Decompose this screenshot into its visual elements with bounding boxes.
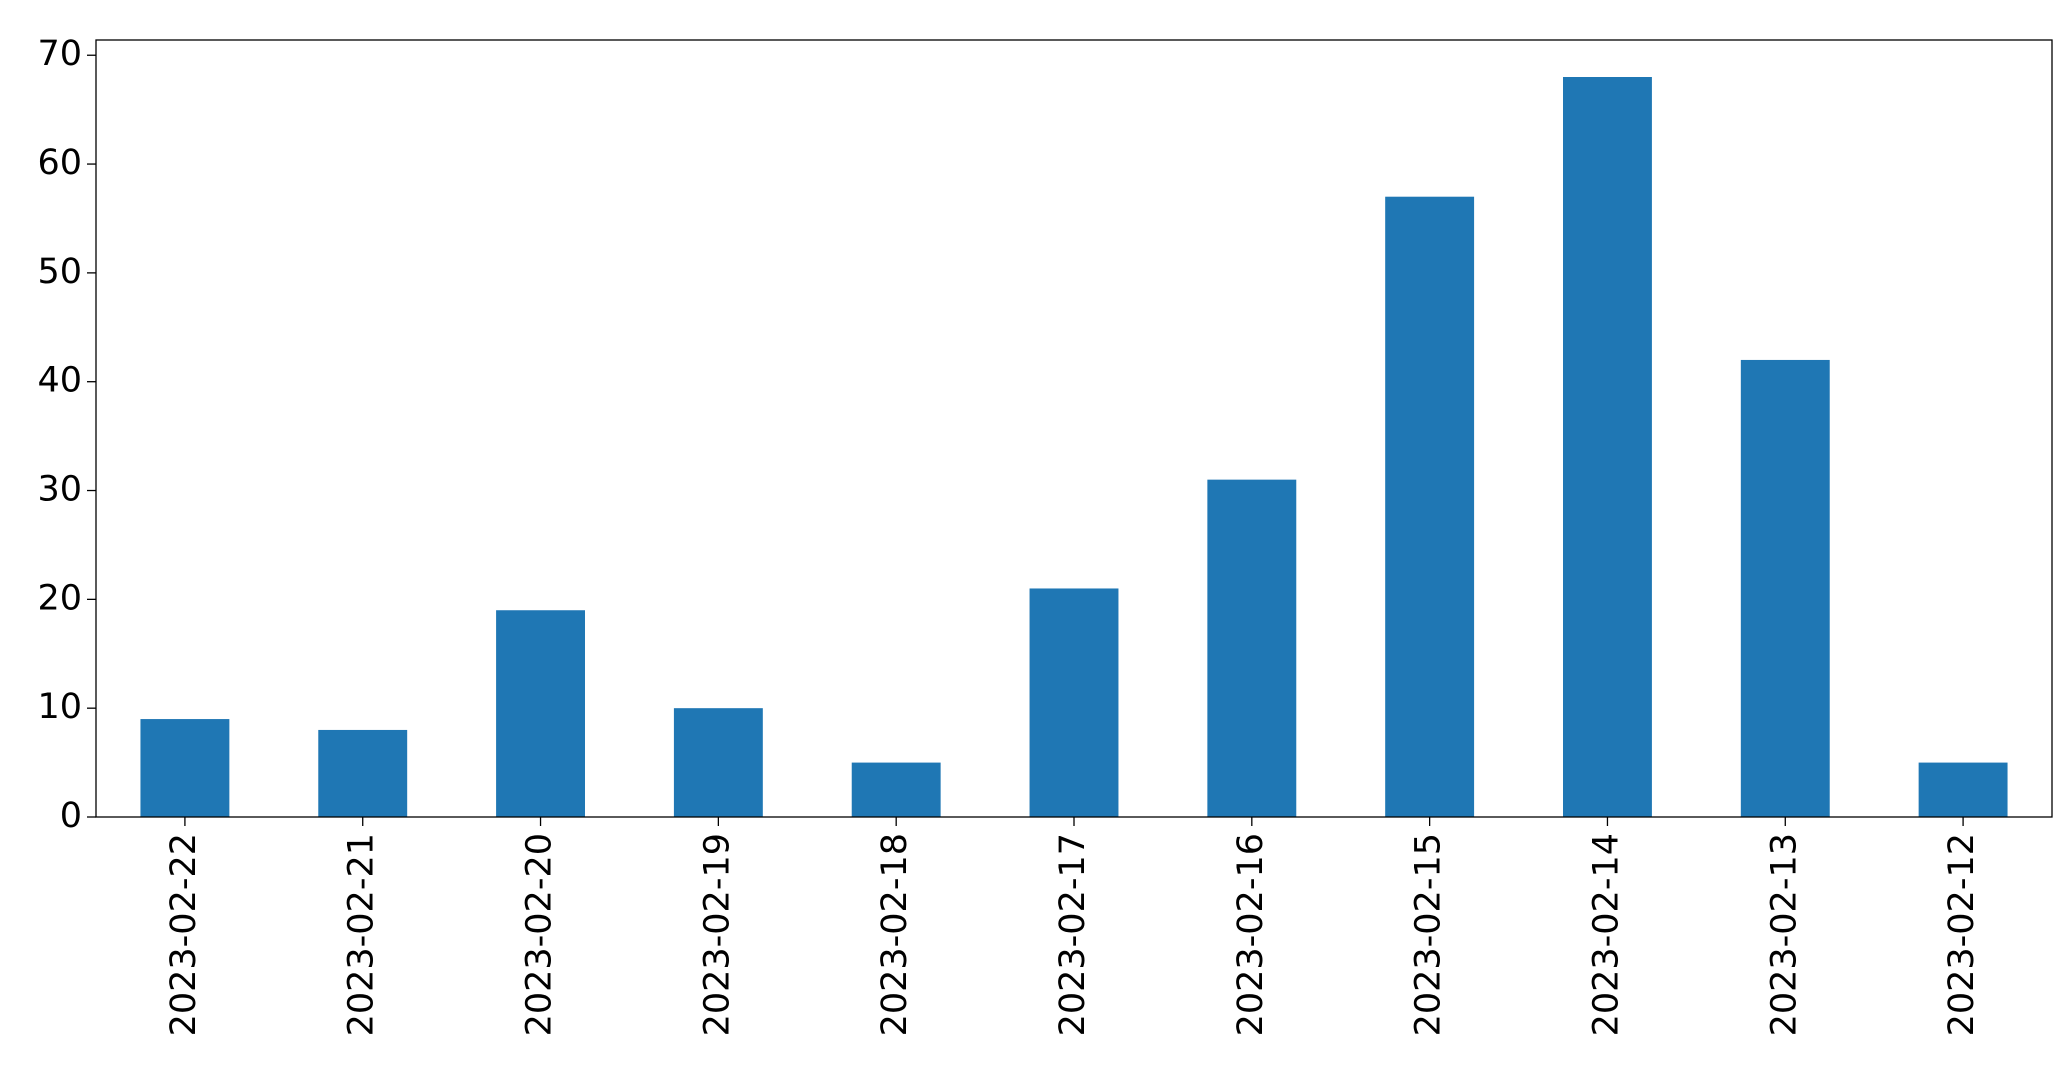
x-tick-label: 2023-02-20 [520, 833, 560, 1036]
bar [496, 610, 585, 817]
x-tick-label: 2023-02-13 [1764, 833, 1804, 1036]
y-tick-label: 70 [37, 34, 82, 74]
bar [318, 729, 408, 817]
y-tick-label: 60 [37, 143, 82, 183]
x-tick-label: 2023-02-18 [875, 833, 915, 1036]
x-tick-label: 2023-02-22 [164, 833, 204, 1036]
x-tick-label: 2023-02-19 [697, 833, 737, 1036]
y-tick-label: 50 [37, 252, 82, 292]
y-tick-label: 20 [37, 578, 82, 618]
bar [1740, 359, 1830, 817]
bar [140, 719, 230, 817]
x-tick-label: 2023-02-14 [1586, 833, 1626, 1036]
y-tick-label: 10 [37, 687, 82, 727]
x-tick-label: 2023-02-16 [1231, 833, 1271, 1036]
y-tick-label: 30 [37, 470, 82, 510]
y-tick-label: 0 [60, 796, 82, 836]
x-tick-label: 2023-02-15 [1409, 833, 1449, 1036]
bar [1563, 77, 1652, 817]
bar [851, 762, 941, 817]
bar [1207, 479, 1297, 817]
y-tick-label: 40 [37, 361, 82, 401]
bar [1385, 196, 1475, 818]
bar [1029, 588, 1119, 817]
x-tick-label: 2023-02-12 [1942, 833, 1982, 1036]
x-tick-label: 2023-02-17 [1053, 833, 1093, 1036]
x-tick-label: 2023-02-21 [342, 833, 382, 1036]
bar [673, 708, 763, 817]
bar [1918, 762, 2008, 817]
plot-frame [95, 39, 2053, 818]
